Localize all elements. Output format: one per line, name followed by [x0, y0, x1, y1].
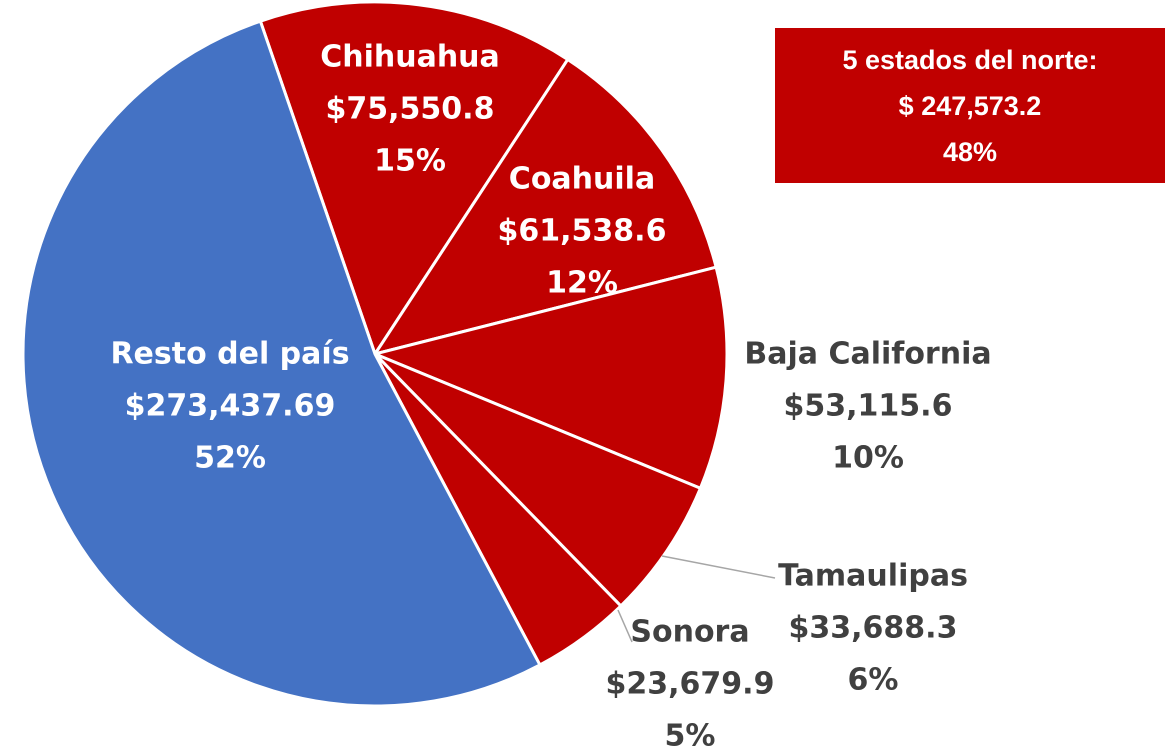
slice-label: Tamaulipas — [778, 559, 968, 594]
summary-box — [775, 28, 1165, 183]
slice-label: Sonora — [630, 615, 749, 650]
slice-label: Baja California — [744, 337, 991, 372]
pie-slice — [373, 352, 703, 609]
slice-percent-label: 10% — [832, 441, 904, 476]
slice-value-label: $75,550.8 — [326, 92, 495, 127]
slice-label: Resto del país — [110, 337, 349, 372]
summary-title: 5 estados del norte: — [842, 45, 1097, 75]
slice-percent-label: 5% — [665, 719, 716, 751]
slice-value-label: $33,688.3 — [789, 611, 958, 646]
slice-label: Coahuila — [509, 162, 655, 197]
slice-percent-label: 15% — [374, 144, 446, 179]
slice-percent-label: 6% — [848, 663, 899, 698]
slice-value-label: $273,437.69 — [125, 389, 336, 424]
leader-line — [617, 609, 633, 643]
pie-slice — [258, 0, 570, 358]
slice-value-label: $23,679.9 — [606, 667, 775, 702]
pie-slice — [21, 19, 542, 708]
slice-percent-label: 52% — [194, 441, 266, 476]
pie — [21, 0, 729, 708]
summary-percent: 48% — [943, 137, 997, 167]
slice-label: Chihuahua — [320, 40, 500, 75]
pie-slice — [370, 265, 729, 491]
slice-value-label: $53,115.6 — [784, 389, 953, 424]
pie-slice — [371, 57, 718, 357]
leader-line — [661, 555, 776, 579]
slice-value-label: $61,538.6 — [498, 214, 667, 249]
slice-percent-label: 12% — [546, 266, 618, 301]
summary-value: $ 247,573.2 — [899, 91, 1042, 121]
